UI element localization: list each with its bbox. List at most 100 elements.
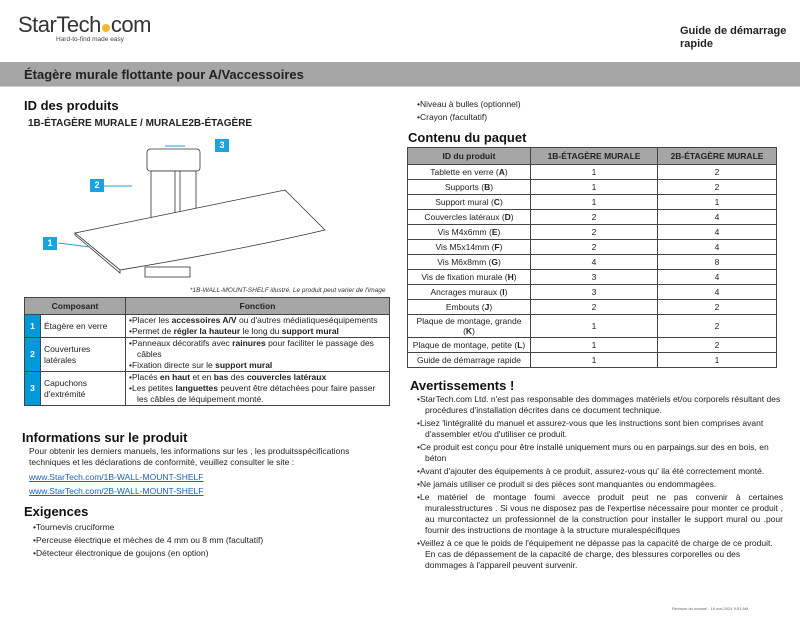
logo-text: StarTech com [18, 12, 151, 37]
package-cell: 2 [530, 209, 658, 225]
package-cell: Tablette en verre (A) [407, 164, 531, 180]
package-row: Plaque de montage, grande (K) 1 2 [407, 314, 777, 338]
package-cell: Couvercles latéraux (D) [407, 209, 531, 225]
package-cell: 4 [530, 254, 658, 270]
function-item: Fixation directe sur le support mural [129, 360, 386, 371]
package-row: Vis M6x8mm (G) 4 8 [407, 254, 777, 270]
callout-1: 1 [43, 237, 57, 250]
link-1b[interactable]: www.StarTech.com/1B-WALL-MOUNT-SHELF [29, 472, 204, 482]
component-name: Étagère en verre [40, 314, 126, 338]
header-1b: 1B-ÉTAGÈRE MURALE [530, 147, 658, 165]
warning-item: StarTech.com Ltd. n'est pas responsable … [417, 394, 783, 416]
package-cell: Vis de fixation murale (H) [407, 269, 531, 285]
package-cell: Plaque de montage, petite (L) [407, 337, 531, 353]
product-id-heading: ID des produits [24, 98, 119, 113]
header-id: ID du produit [407, 147, 531, 165]
component-number: 3 [24, 371, 41, 406]
package-cell: 4 [657, 209, 777, 225]
package-row: Plaque de montage, petite (L) 1 2 [407, 337, 777, 353]
function-item: Les petites languettes peuvent être déta… [129, 383, 386, 405]
package-cell: 2 [657, 299, 777, 315]
package-cell: Vis M4x6mm (E) [407, 224, 531, 240]
package-cell: 2 [657, 164, 777, 180]
package-row: Ancrages muraux (I) 3 4 [407, 284, 777, 300]
package-table: ID du produit 1B-ÉTAGÈRE MURALE 2B-ÉTAGÈ… [407, 147, 777, 368]
package-cell: 8 [657, 254, 777, 270]
link-2b[interactable]: www.StarTech.com/2B-WALL-MOUNT-SHELF [29, 486, 204, 496]
function-item: Panneaux décoratifs avec rainures pour f… [129, 338, 386, 360]
package-cell: 2 [657, 179, 777, 195]
package-cell: 2 [657, 337, 777, 353]
function-item: Permet de régler la hauteur le long du s… [129, 326, 386, 337]
component-name: Couvertures latérales [40, 337, 126, 372]
warning-item: Avant d'ajouter des équipements à ce pro… [417, 466, 783, 477]
package-cell: 4 [657, 239, 777, 255]
requirement-item: Niveau à bulles (optionnel) [417, 99, 767, 110]
requirements-list-cont: Niveau à bulles (optionnel) Crayon (facu… [417, 99, 767, 125]
package-cell: 1 [657, 194, 777, 210]
startech-logo: StarTech com Hard-to-find made easy [18, 12, 151, 43]
header-fonction: Fonction [125, 297, 390, 315]
package-cell: Supports (B) [407, 179, 531, 195]
component-functions: Placer les accessoires A/V ou d'autres m… [125, 314, 390, 338]
package-cell: 1 [530, 352, 658, 368]
requirement-item: Perceuse électrique et mèches de 4 mm ou… [33, 535, 383, 546]
package-row: Guide de démarrage rapide 1 1 [407, 352, 777, 368]
warnings-list: StarTech.com Ltd. n'est pas responsable … [417, 394, 783, 573]
package-row: Embouts (J) 2 2 [407, 299, 777, 315]
title-banner: Étagère murale flottante pour A/Vaccesso… [0, 62, 800, 87]
package-cell: 2 [530, 239, 658, 255]
warning-item: Veillez à ce que le poids de l'équipemen… [417, 538, 783, 571]
package-row: Tablette en verre (A) 1 2 [407, 164, 777, 180]
illustration-caption: *1B-WALL-MOUNT-SHELF illustré. Le produi… [190, 287, 386, 294]
package-cell: 1 [657, 352, 777, 368]
info-heading: Informations sur le produit [22, 430, 188, 445]
package-cell: 1 [530, 164, 658, 180]
requirements-heading: Exigences [24, 504, 89, 519]
function-item: Placer les accessoires A/V ou d'autres m… [129, 315, 386, 326]
component-functions: Placés en haut et en bas des couvercles … [125, 371, 390, 406]
product-models: 1B-ÉTAGÈRE MURALE / MURALE2B-ÉTAGÈRE [28, 118, 253, 129]
package-cell: 2 [530, 299, 658, 315]
package-cell: 2 [530, 224, 658, 240]
package-cell: Vis M5x14mm (F) [407, 239, 531, 255]
package-row: Supports (B) 1 2 [407, 179, 777, 195]
package-cell: Support mural (C) [407, 194, 531, 210]
requirement-item: Tournevis cruciforme [33, 522, 383, 533]
package-cell: 3 [530, 284, 658, 300]
warnings-heading: Avertissements ! [410, 378, 515, 393]
package-cell: 1 [530, 179, 658, 195]
warning-item: Le matériel de montage foumi avecce prod… [417, 492, 783, 536]
component-number: 2 [24, 337, 41, 372]
page-title: Étagère murale flottante pour A/Vaccesso… [24, 67, 304, 82]
callout-3: 3 [215, 139, 229, 152]
header-composant: Composant [24, 297, 126, 315]
package-cell: 4 [657, 224, 777, 240]
warning-item: Ce produit est conçu pour être installé … [417, 442, 783, 464]
package-cell: 1 [530, 337, 658, 353]
shelf-illustration [57, 145, 326, 278]
package-cell: 1 [530, 194, 658, 210]
package-cell: Embouts (J) [407, 299, 531, 315]
warning-item: Ne jamais utiliser ce produit si des piè… [417, 479, 783, 490]
package-cell: Plaque de montage, grande (K) [407, 314, 531, 338]
logo-tagline: Hard-to-find made easy [56, 36, 124, 43]
warning-item: Lisez 'lintégralité du manuel et assurez… [417, 418, 783, 440]
info-text: Pour obtenir les derniers manuels, les i… [29, 446, 350, 467]
package-cell: 4 [657, 284, 777, 300]
function-item: Placés en haut et en bas des couvercles … [129, 372, 386, 383]
requirement-item: Détecteur électronique de goujons (en op… [33, 548, 383, 559]
package-heading: Contenu du paquet [408, 130, 527, 145]
package-row: Support mural (C) 1 1 [407, 194, 777, 210]
package-row: Vis M4x6mm (E) 2 4 [407, 224, 777, 240]
package-cell: 2 [657, 314, 777, 338]
package-cell: Ancrages muraux (I) [407, 284, 531, 300]
header-2b: 2B-ÉTAGÈRE MURALE [657, 147, 777, 165]
callout-2: 2 [90, 179, 104, 192]
revision-text: Révision du manuel : 16 mai 2024 9:53 AM [672, 606, 749, 611]
package-cell: 4 [657, 269, 777, 285]
component-name: Capuchons d'extrémité [40, 371, 126, 406]
